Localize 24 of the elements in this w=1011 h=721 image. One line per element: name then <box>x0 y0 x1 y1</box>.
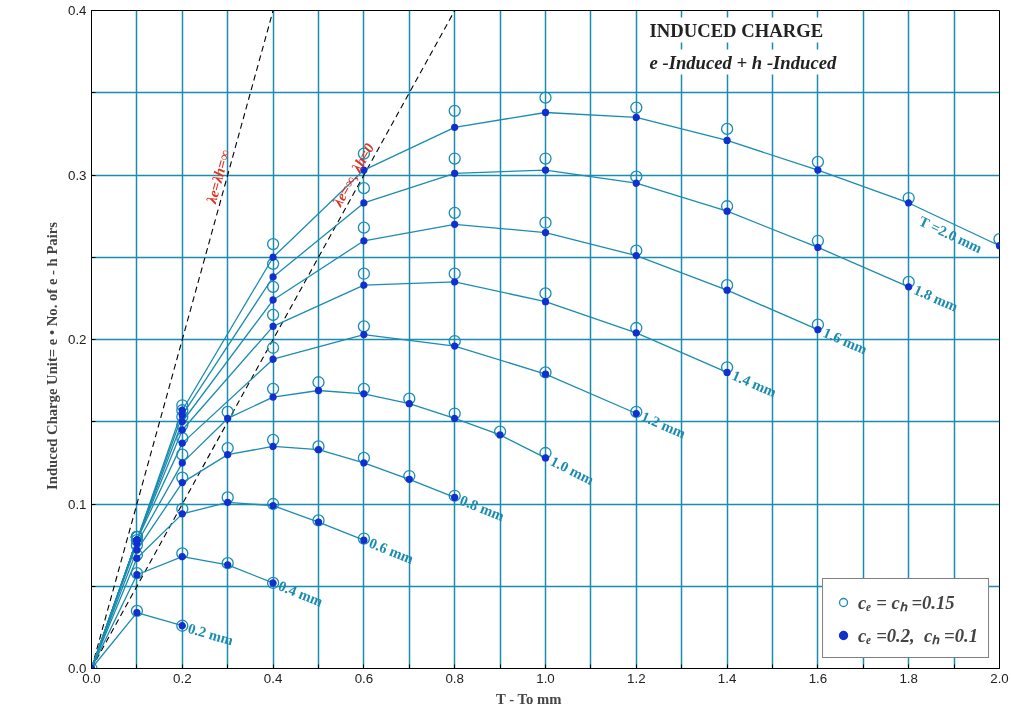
x-tick-label: 0.8 <box>445 670 464 686</box>
text: 1.4 mm <box>729 367 779 401</box>
text: INDUCED CHARGE <box>649 19 824 41</box>
y-tick-label: 0.1 <box>67 496 87 512</box>
x-tick-label: 0.4 <box>263 670 283 686</box>
y-axis-title: Induced Charge Unit= e • No. of e - h Pairs <box>43 221 60 490</box>
legend-label: cₑ = cₕ =0.15 <box>858 591 955 614</box>
text: 0.6 mm <box>366 534 416 567</box>
legend-label: cₑ =0.2, cₕ =0.1 <box>858 624 978 647</box>
x-axis-title: T - To mm <box>496 690 562 707</box>
x-tick-label: 1.8 <box>899 670 918 686</box>
text: λe=λh=∞ <box>202 147 234 206</box>
x-tick-label: 1.4 <box>717 670 737 686</box>
text: 0.2 mm <box>186 620 236 649</box>
y-tick-label: 0.3 <box>67 167 87 183</box>
text: e -Induced + h -Induced <box>649 51 837 73</box>
x-tick-label: 0.2 <box>173 670 192 686</box>
x-tick-label: 1.0 <box>536 670 555 686</box>
x-tick-label: 2.0 <box>990 670 1009 686</box>
x-tick-label: 1.2 <box>627 670 646 686</box>
y-tick-label: 0.2 <box>67 332 87 347</box>
x-tick-label: 1.6 <box>808 670 828 686</box>
y-tick-label: 0.4 <box>67 3 88 18</box>
x-tick-label: 0.6 <box>354 670 374 686</box>
